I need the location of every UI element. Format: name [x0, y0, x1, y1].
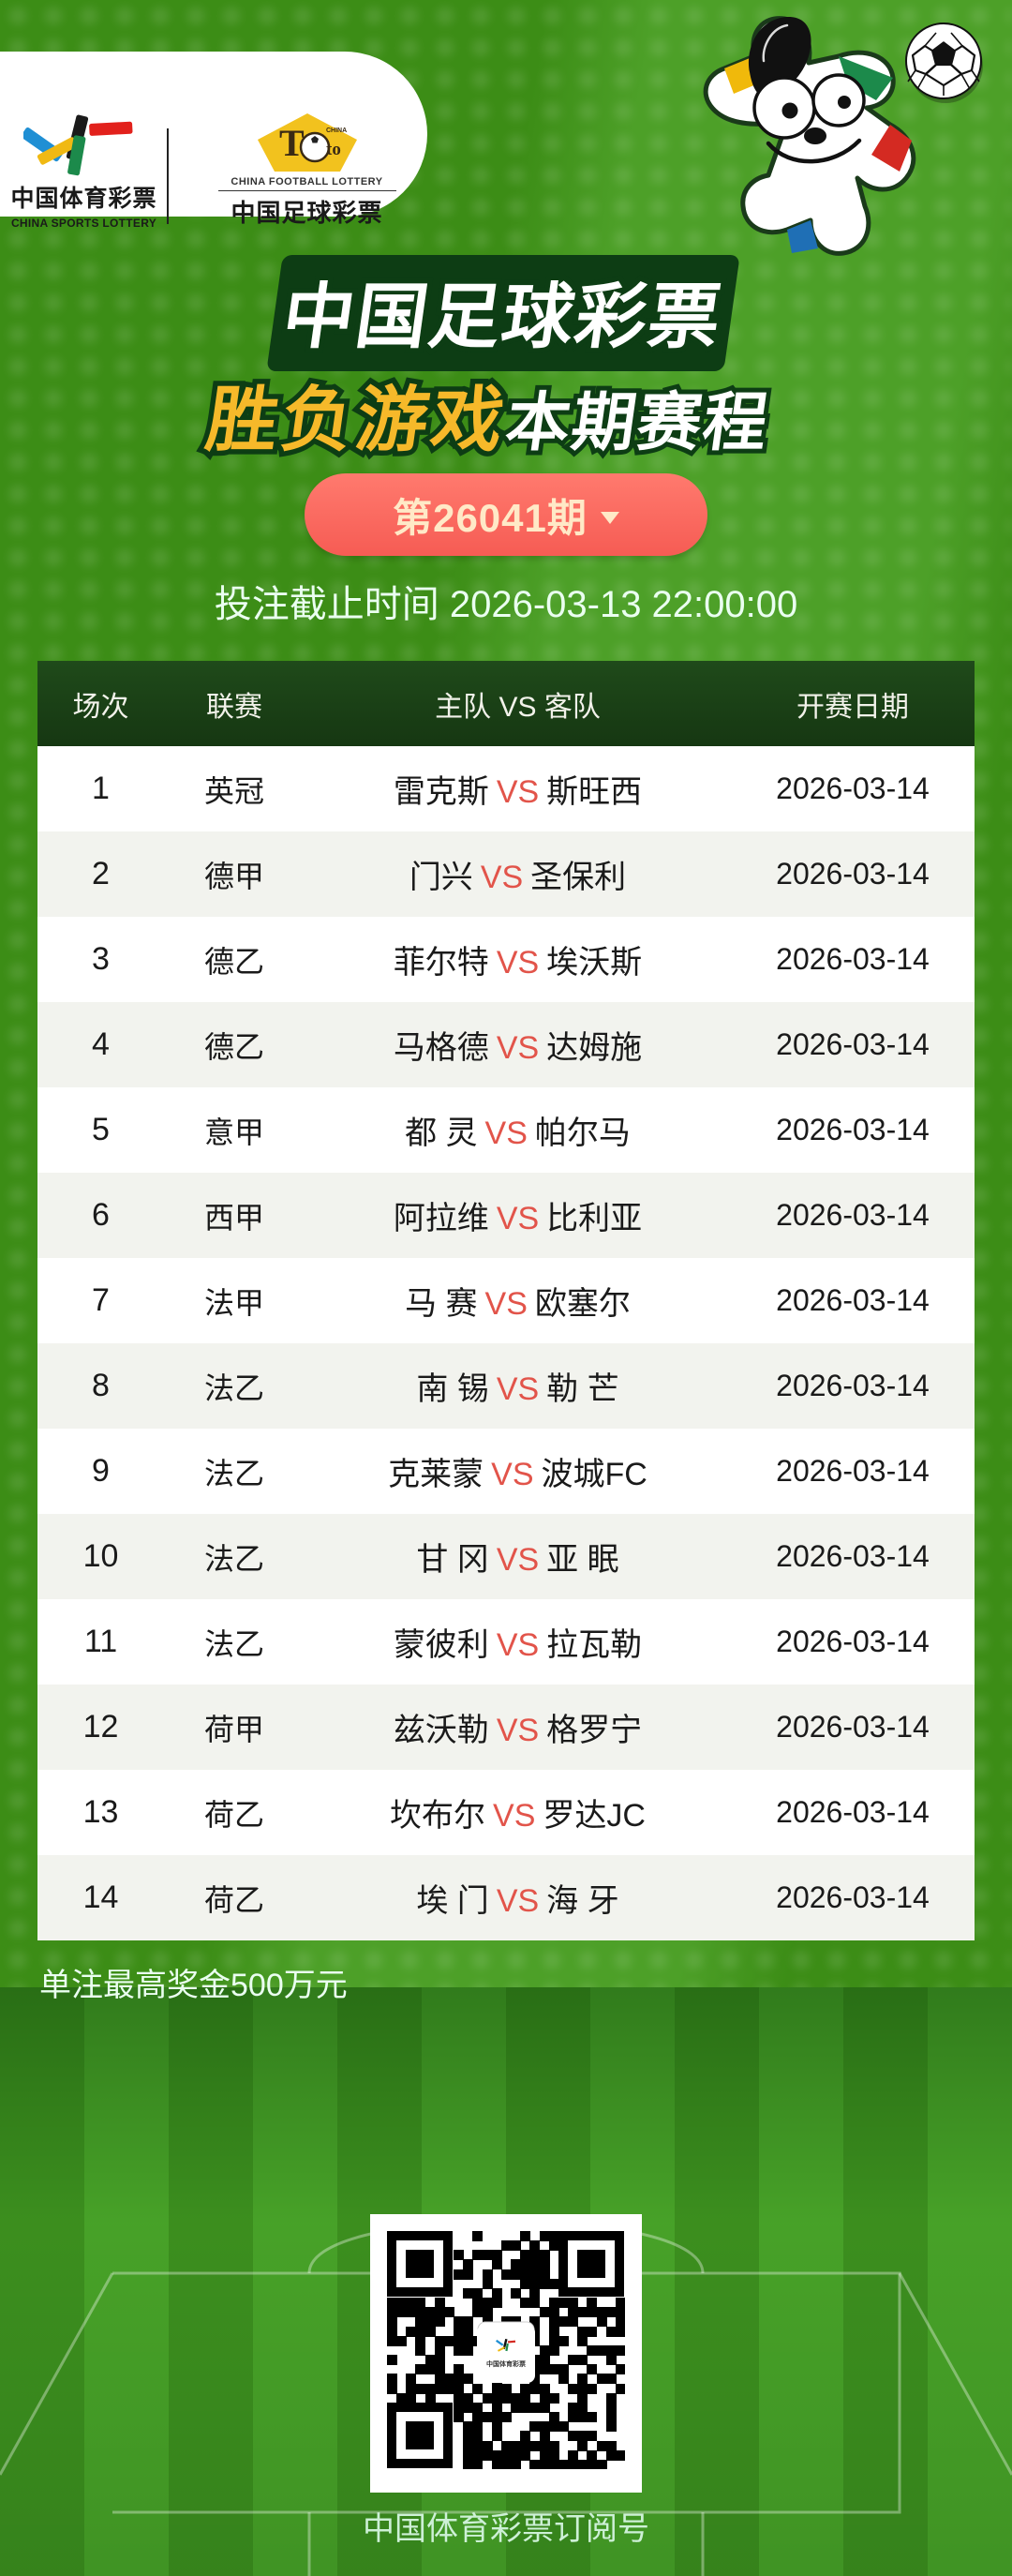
svg-text:CHINA: CHINA: [326, 127, 347, 134]
svg-text:to: to: [326, 140, 341, 159]
